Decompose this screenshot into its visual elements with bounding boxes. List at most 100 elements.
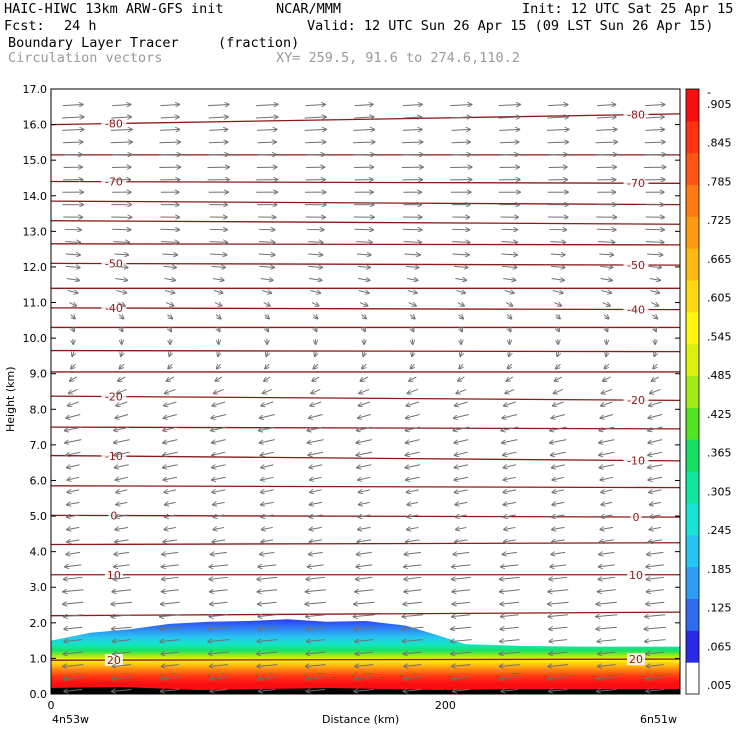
circulation-vector: [501, 690, 519, 692]
circulation-vector: [66, 451, 81, 455]
circulation-vector: [507, 364, 511, 369]
circulation-vector: [453, 552, 470, 554]
circulation-vector: [406, 527, 419, 529]
circulation-vector: [168, 364, 172, 369]
circulation-vector: [212, 401, 226, 406]
circulation-vector: [257, 652, 278, 654]
colorbar-label: .125: [707, 602, 732, 615]
y-tick-label: 10.0: [23, 332, 48, 345]
fcst-label: Fcst:: [4, 18, 45, 34]
circulation-vector: [454, 464, 469, 468]
colorbar-swatch: [686, 534, 699, 568]
circulation-vector: [352, 142, 375, 143]
circulation-vector: [62, 104, 83, 105]
circulation-vector: [115, 515, 128, 517]
isotherm-label: 10: [629, 569, 643, 582]
circulation-vector: [454, 439, 469, 443]
tracer-area: [51, 619, 680, 694]
circulation-vector: [357, 540, 372, 542]
circulation-vector: [596, 229, 616, 230]
circulation-vector: [163, 540, 178, 542]
circulation-vector: [409, 376, 417, 381]
circulation-vector: [452, 615, 471, 617]
circulation-vector: [64, 229, 82, 230]
circulation-vector: [210, 254, 227, 255]
isotherm-label-bg: [104, 654, 123, 667]
circulation-vector: [308, 414, 323, 419]
circulation-vector: [112, 665, 131, 667]
circulation-vector: [356, 552, 372, 554]
circulation-vector: [63, 577, 83, 579]
circulation-vector: [115, 278, 127, 280]
circulation-vector: [304, 117, 327, 118]
circulation-vector: [209, 590, 228, 592]
circulation-vector: [67, 291, 78, 294]
circulation-vector: [213, 388, 224, 393]
circulation-vector: [258, 242, 275, 243]
circulation-vector: [314, 326, 316, 332]
circulation-vector: [209, 665, 228, 667]
circulation-vector: [646, 602, 665, 604]
circulation-vector: [404, 590, 422, 592]
circulation-vector: [162, 552, 179, 554]
vectors-label: Circulation vectors: [8, 50, 163, 66]
circulation-vector: [112, 690, 132, 692]
circulation-vector: [645, 129, 665, 130]
circulation-vector: [65, 254, 81, 255]
circulation-vector: [501, 229, 517, 230]
circulation-vector: [64, 690, 83, 692]
circulation-vector: [548, 665, 569, 667]
circulation-vector: [649, 490, 662, 493]
circulation-vector: [258, 602, 277, 604]
circulation-vector: [212, 540, 226, 542]
circulation-vector: [207, 104, 229, 105]
circulation-vector: [454, 401, 468, 406]
circulation-vector: [550, 426, 567, 431]
circulation-vector: [66, 515, 80, 517]
circulation-vector: [63, 665, 84, 667]
circulation-vector: [118, 376, 126, 381]
circulation-vector: [648, 401, 662, 406]
circulation-vector: [651, 376, 659, 381]
circulation-vector: [598, 242, 615, 243]
colorbar-swatch: [686, 375, 699, 408]
circulation-vector: [549, 627, 568, 629]
y-tick-label: 17.0: [23, 83, 48, 96]
colorbar-swatch: [686, 439, 699, 472]
circulation-vector: [160, 117, 179, 118]
circulation-vector: [460, 326, 463, 332]
circulation-vector: [354, 627, 375, 629]
circulation-vector: [598, 565, 615, 567]
circulation-vector: [162, 451, 178, 455]
circulation-vector: [265, 364, 269, 369]
colorbar-label: .185: [707, 563, 732, 576]
circulation-vector: [213, 291, 223, 294]
circulation-vector: [551, 540, 565, 542]
circulation-vector: [260, 502, 274, 504]
circulation-vector: [213, 515, 225, 517]
circulation-vector: [404, 577, 422, 579]
circulation-vector: [63, 615, 83, 617]
circulation-vector: [505, 303, 513, 306]
circulation-vector: [355, 590, 374, 592]
circulation-vector: [256, 117, 278, 118]
circulation-vector: [503, 464, 516, 468]
colorbar-label: .605: [707, 292, 732, 305]
isotherm-line: [51, 200, 680, 206]
circulation-vector: [450, 117, 471, 118]
circulation-vector: [266, 326, 269, 332]
circulation-vector: [452, 590, 471, 592]
circulation-vector: [217, 326, 220, 332]
circulation-vector: [112, 677, 132, 679]
circulation-vector: [309, 477, 322, 480]
circulation-vector: [66, 278, 80, 280]
circulation-vector: [307, 426, 325, 431]
valid-time: Valid: 12 UTC Sun 26 Apr 15 (09 LST Sun …: [307, 18, 714, 34]
circulation-vector: [546, 129, 569, 130]
circulation-vector: [115, 527, 129, 529]
circulation-vector: [258, 677, 277, 679]
circulation-vector: [405, 540, 420, 542]
colorbar-label: .785: [707, 175, 732, 188]
colorbar-label: .305: [707, 485, 732, 498]
